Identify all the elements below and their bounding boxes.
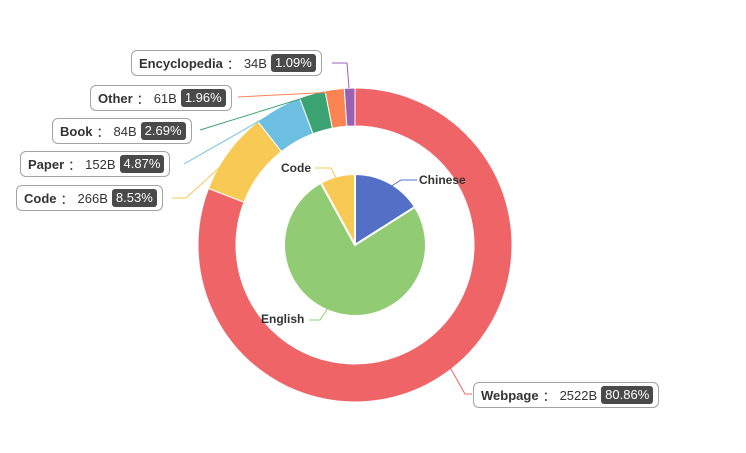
callout-percent: 8.53% [111, 189, 157, 207]
callout-name: Book [60, 123, 93, 139]
callout-percent: 80.86% [601, 386, 654, 404]
pie-slice-chinese [354, 172, 417, 247]
callout-separator: ： [60, 191, 74, 207]
callout-webpage: Webpage： 2522B 80.86% [473, 382, 660, 408]
inner-label-chinese: Chinese [419, 173, 466, 187]
callout-percent: 1.09% [270, 54, 316, 72]
inner-label-code: Code [281, 161, 311, 175]
callout-value: 2522B [559, 387, 598, 403]
callout-value: 61B [153, 90, 177, 106]
callout-separator: ： [68, 157, 82, 173]
callout-name: Webpage [481, 387, 539, 403]
donut-slice-webpage [197, 87, 513, 403]
leader-line-webpage [442, 354, 472, 395]
leader-line-inner-code [315, 167, 338, 181]
callout-separator: ： [136, 91, 150, 107]
callout-separator: ： [542, 388, 556, 404]
leader-line-inner-chinese [386, 179, 417, 190]
callout-name: Encyclopedia [139, 55, 223, 71]
callout-name: Paper [28, 156, 65, 172]
leader-line-other [237, 91, 336, 98]
callout-other: Other： 61B 1.96% [90, 85, 232, 111]
callout-value: 152B [85, 156, 116, 172]
leader-line-paper [183, 103, 290, 165]
leader-line-book [199, 94, 314, 131]
callout-value: 266B [77, 190, 108, 206]
inner-label-english: English [261, 312, 304, 326]
callout-name: Other [98, 90, 133, 106]
callout-encyclopedia: Encyclopedia： 34B 1.09% [131, 50, 322, 76]
callout-code: Code： 266B 8.53% [16, 185, 163, 211]
leader-line-encyclopedia [332, 62, 350, 89]
callout-name: Code [24, 190, 57, 206]
leader-lines [172, 62, 472, 395]
pie-slice-english [283, 181, 427, 317]
callout-value: 84B [113, 123, 137, 139]
callout-value: 34B [243, 55, 267, 71]
callout-book: Book： 84B 2.69% [52, 118, 192, 144]
callout-percent: 1.96% [180, 89, 226, 107]
callout-percent: 2.69% [140, 122, 186, 140]
leader-line-inner-english [309, 304, 331, 321]
callout-separator: ： [226, 56, 240, 72]
callout-percent: 4.87% [119, 155, 165, 173]
donut-slice-encyclopedia [343, 87, 356, 127]
inner-language-pie [283, 172, 427, 317]
callout-separator: ： [96, 124, 110, 140]
outer-donut-ring [197, 87, 513, 403]
pie-slice-code [319, 172, 356, 246]
callout-paper: Paper： 152B 4.87% [20, 151, 171, 177]
leader-line-code [172, 157, 231, 199]
